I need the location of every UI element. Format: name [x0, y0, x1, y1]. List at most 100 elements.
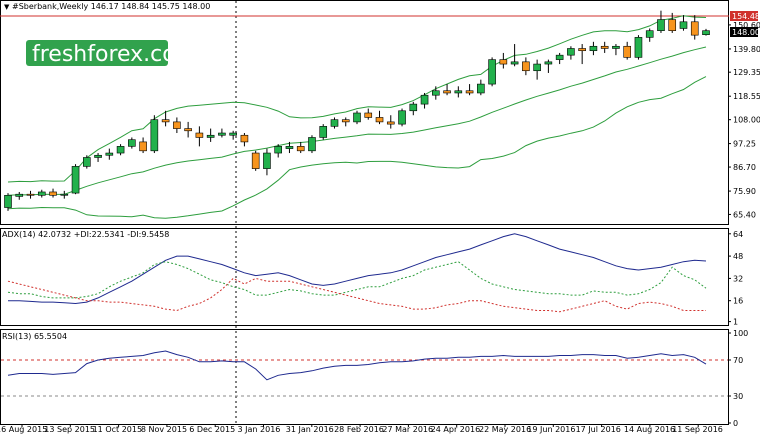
price-panel[interactable] — [0, 0, 729, 225]
candle[interactable] — [330, 117, 339, 129]
candle[interactable] — [398, 108, 406, 127]
candle[interactable] — [364, 108, 373, 120]
candle[interactable] — [645, 28, 654, 42]
candle[interactable] — [60, 190, 69, 199]
time-axis-label: 8 Nov 2015 — [141, 425, 187, 434]
candle-body — [679, 21, 688, 29]
price-axis-label: 86.70 — [733, 163, 756, 172]
candle[interactable] — [195, 126, 204, 147]
candle[interactable] — [4, 193, 12, 211]
price-axis-label: 150.60 — [733, 21, 760, 30]
candle-body — [668, 19, 677, 31]
candle[interactable] — [420, 92, 429, 109]
candle[interactable] — [454, 86, 463, 98]
candle-body — [454, 90, 463, 94]
candle[interactable] — [578, 44, 586, 65]
candle[interactable] — [623, 41, 631, 60]
candle[interactable] — [116, 144, 125, 156]
candle-body — [206, 134, 215, 138]
candle[interactable] — [285, 141, 294, 154]
candle[interactable] — [409, 101, 418, 116]
candle-body — [578, 48, 586, 52]
candle[interactable] — [184, 121, 192, 138]
candle[interactable] — [634, 35, 643, 60]
candle[interactable] — [443, 84, 451, 96]
candle[interactable] — [37, 189, 46, 198]
candle[interactable] — [263, 148, 271, 176]
candle[interactable] — [375, 110, 384, 125]
candle[interactable] — [206, 128, 215, 142]
candle[interactable] — [229, 130, 237, 140]
candle[interactable] — [240, 133, 249, 147]
candle[interactable] — [139, 137, 147, 154]
time-axis-label: 24 Apr 2016 — [431, 425, 480, 434]
candle-body — [409, 103, 418, 112]
rsi-line-group — [7, 350, 707, 381]
candle-body — [386, 121, 395, 125]
candle[interactable] — [702, 28, 710, 36]
rsi-label: RSI(13) 65.5504 — [2, 332, 67, 341]
candle-body — [49, 191, 57, 196]
candle[interactable] — [668, 12, 677, 33]
candle[interactable] — [600, 41, 609, 53]
candle[interactable] — [94, 153, 102, 162]
candle[interactable] — [353, 110, 361, 125]
candle-body — [499, 59, 508, 65]
candle[interactable] — [319, 124, 328, 140]
candle[interactable] — [26, 190, 35, 199]
rsi-panel[interactable] — [0, 329, 729, 425]
chevron-down-icon[interactable]: ▼ — [4, 3, 10, 11]
candle[interactable] — [308, 135, 316, 154]
candle-body — [612, 45, 620, 49]
candle[interactable] — [274, 144, 282, 158]
candle-body — [477, 83, 485, 94]
candle[interactable] — [465, 84, 474, 96]
candle[interactable] — [218, 128, 226, 138]
resistance-price-badge — [730, 11, 758, 21]
price-axis: 150.60 139.80 129.35 118.55 108.00 97.25 86.70… — [728, 21, 760, 219]
candle[interactable] — [657, 10, 665, 33]
candle[interactable] — [128, 137, 136, 149]
price-axis-label: 139.80 — [733, 45, 760, 54]
candle-body — [420, 94, 429, 105]
candle[interactable] — [49, 188, 57, 198]
candle[interactable] — [555, 52, 564, 65]
candle[interactable] — [150, 115, 159, 154]
candle[interactable] — [71, 164, 80, 195]
candle-body — [263, 152, 271, 169]
candle[interactable] — [105, 148, 114, 160]
candle[interactable] — [510, 44, 519, 67]
candle[interactable] — [161, 110, 170, 127]
candle-body — [432, 90, 440, 96]
candle-body — [105, 152, 114, 156]
candle[interactable] — [522, 57, 530, 76]
candle[interactable] — [432, 86, 440, 100]
plus-di-line — [7, 261, 707, 299]
candle[interactable] — [15, 191, 24, 200]
time-axis-label: 27 Mar 2016 — [382, 425, 433, 434]
candle-body — [26, 193, 35, 196]
candle[interactable] — [544, 59, 553, 73]
candle[interactable] — [567, 46, 575, 60]
candle[interactable] — [679, 15, 688, 31]
candle[interactable] — [589, 41, 598, 56]
candle[interactable] — [296, 141, 305, 154]
candle-body — [308, 137, 316, 152]
candle[interactable] — [341, 117, 350, 127]
candle[interactable] — [488, 57, 496, 87]
current-price-badge — [730, 27, 758, 37]
candle[interactable] — [612, 44, 620, 56]
candle[interactable] — [533, 59, 541, 80]
candle[interactable] — [477, 79, 485, 96]
candle-body — [589, 45, 598, 52]
candle[interactable] — [499, 52, 508, 69]
candle[interactable] — [173, 117, 181, 134]
candle[interactable] — [251, 150, 260, 171]
candle[interactable] — [690, 15, 699, 40]
price-axis-label: 129.35 — [733, 68, 760, 77]
candle[interactable] — [386, 115, 395, 129]
candle-body — [161, 119, 170, 123]
adx-panel[interactable] — [0, 228, 729, 326]
candle[interactable] — [83, 155, 91, 169]
